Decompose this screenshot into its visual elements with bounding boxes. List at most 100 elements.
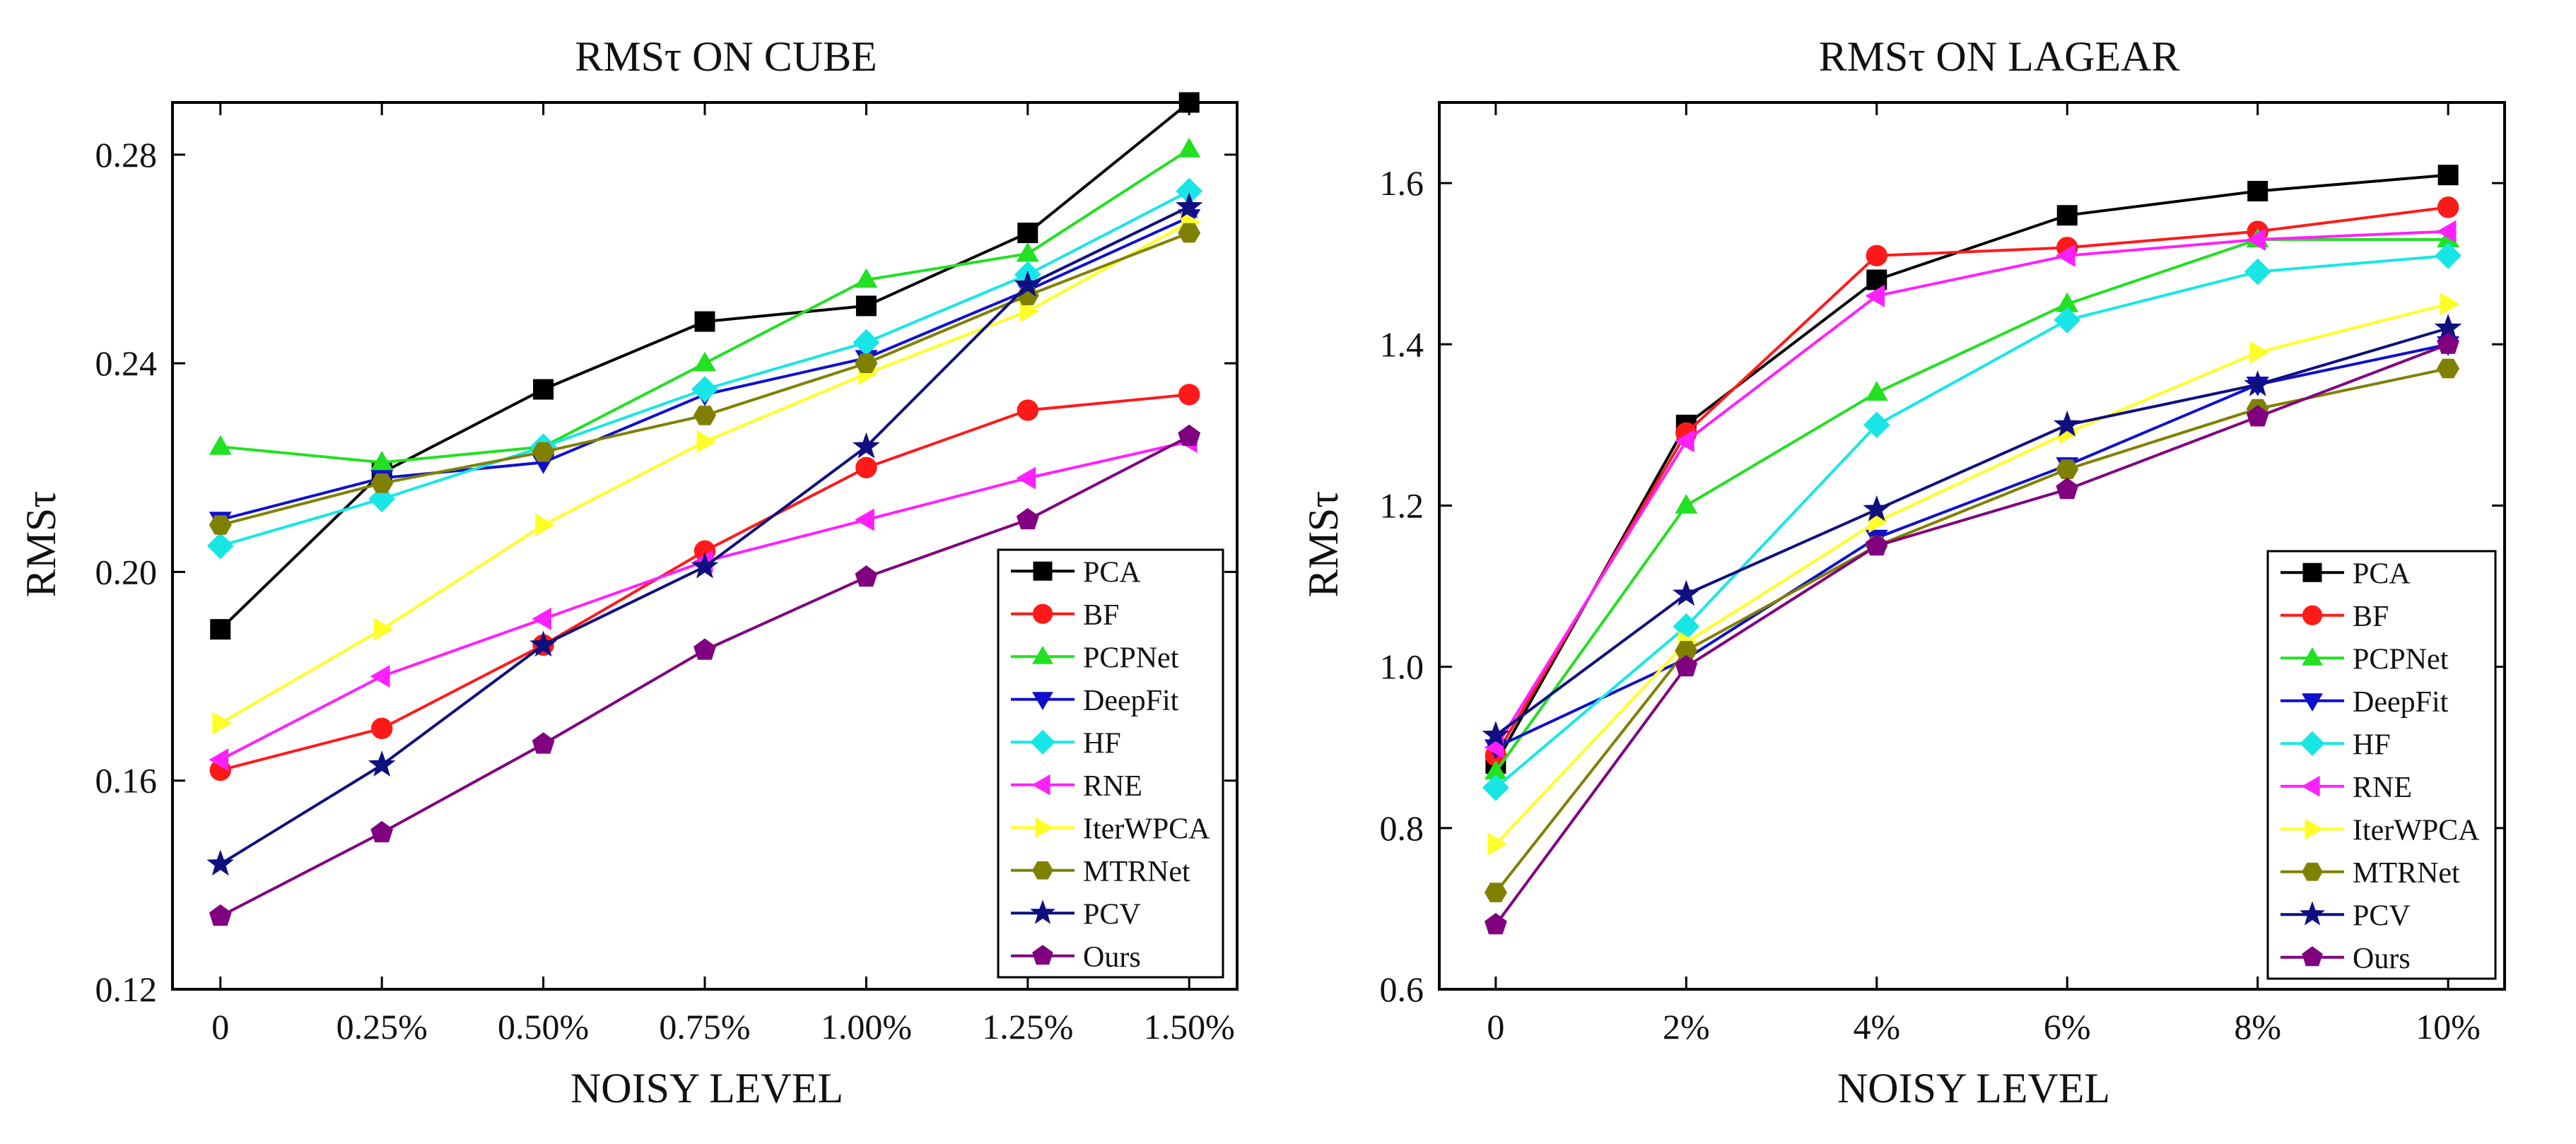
data-point-pcv: [1482, 721, 1510, 748]
series-iterwpca: [212, 211, 1201, 735]
data-point-mtrnet: [2056, 459, 2079, 479]
y-tick-label: 1.4: [1380, 324, 1424, 364]
data-point-bf: [1866, 244, 1887, 266]
legend-label: HF: [1083, 727, 1121, 760]
legend-label: BF: [2353, 601, 2389, 633]
data-point-rne: [1865, 284, 1885, 307]
x-tick-label: 1.50%: [1144, 1007, 1235, 1046]
legend: PCA BF PCPNet DeepFit HF RNE IterWPCA MTRNet PCV…: [997, 548, 1224, 979]
data-point-pca: [855, 295, 877, 317]
data-point-pcpnet: [209, 435, 232, 455]
data-point-ours: [532, 732, 555, 754]
legend-marker-bf: [1032, 603, 1053, 624]
legend-label: DeepFit: [2353, 686, 2449, 719]
legend-label: MTRNet: [1083, 856, 1190, 888]
series-line-mtrnet: [1494, 367, 2449, 894]
data-point-pca: [2056, 205, 2078, 226]
y-tick-label: 0.16: [95, 761, 158, 801]
data-point-pcv: [529, 630, 558, 657]
legend-label: PCV: [2353, 900, 2411, 932]
plot-frame: [171, 101, 1239, 991]
data-point-hf: [1482, 774, 1509, 801]
legend-label: PCA: [1083, 556, 1141, 589]
data-point-bf: [855, 456, 877, 478]
data-point-ours: [1016, 507, 1039, 530]
data-point-pcv: [1672, 579, 1700, 606]
y-tick-label: 1.0: [1380, 647, 1424, 687]
legend-label: PCV: [1083, 898, 1141, 931]
series-line-ours: [1494, 343, 2449, 926]
legend-label: Ours: [1083, 941, 1141, 974]
data-point-pcv: [1014, 271, 1042, 297]
data-point-ours: [1178, 424, 1201, 446]
data-point-iterwpca: [1487, 832, 1508, 856]
data-point-pcv: [2244, 370, 2272, 396]
legend-marker-iterwpca: [2305, 818, 2324, 840]
series-line-pcv: [1494, 326, 2449, 737]
legend-marker-pcpnet: [1032, 646, 1053, 664]
legend-label: HF: [2353, 729, 2391, 761]
y-tick-label: 0.12: [95, 969, 158, 1009]
data-point-ours: [855, 565, 878, 587]
x-tick-label: 8%: [2234, 1007, 2281, 1046]
data-point-rne: [854, 508, 874, 531]
x-axis-label: NOISY LEVEL: [1837, 1065, 2110, 1111]
series-line-deepfit: [1495, 343, 2449, 749]
data-point-pcpnet: [1675, 494, 1698, 514]
legend-label: DeepFit: [1083, 685, 1179, 717]
x-tick-label: 0.25%: [336, 1007, 428, 1046]
series-line-pca: [1494, 173, 2449, 765]
data-point-pca: [2247, 181, 2268, 201]
data-point-mtrnet: [2437, 358, 2460, 379]
plot-frame: [1438, 101, 2506, 991]
x-tick-label: 6%: [2044, 1007, 2091, 1046]
legend-label: BF: [1083, 599, 1119, 632]
data-point-iterwpca: [535, 513, 556, 536]
legend-label: IterWPCA: [1083, 813, 1210, 845]
data-point-iterwpca: [1019, 300, 1040, 323]
data-point-iterwpca: [696, 430, 717, 453]
x-tick-label: 10%: [2416, 1007, 2481, 1046]
chart-cube: RMSτ ON CUBE RMSτ NOISY LEVEL 0.12 0.16 0.20 0…: [18, 33, 1239, 1111]
data-point-pcpnet: [855, 268, 878, 288]
data-point-pcv: [206, 849, 235, 876]
series-ours: [209, 424, 1201, 926]
data-point-pca: [1017, 223, 1038, 244]
series-pcv: [206, 192, 1203, 876]
chart-lagear: RMSτ ON LAGEAR RMSτ NOISY LEVEL 0.6 0.8 1.0 1.…: [1300, 33, 2506, 1111]
data-point-mtrnet: [209, 515, 232, 535]
data-point-pcv: [1863, 495, 1891, 521]
data-point-rne: [1674, 430, 1694, 453]
series-line-hf: [1494, 254, 2449, 789]
data-point-rne: [2246, 228, 2266, 251]
data-point-iterwpca: [2249, 341, 2270, 364]
data-point-mtrnet: [855, 353, 878, 373]
legend-marker-pcpnet: [2302, 647, 2323, 666]
legend-marker-ours: [2302, 946, 2323, 967]
data-point-hf: [368, 485, 396, 513]
x-tick-label: 1.25%: [982, 1007, 1073, 1046]
y-tick-label: 0.20: [95, 552, 158, 591]
data-point-hf: [1863, 411, 1890, 439]
data-point-hf: [2054, 307, 2081, 334]
legend-marker-bf: [2302, 605, 2323, 625]
data-point-ours: [693, 638, 716, 660]
data-point-pcv: [2053, 411, 2081, 437]
legend-box: [997, 548, 1224, 979]
data-point-bf: [370, 717, 393, 740]
data-point-pcv: [1175, 192, 1203, 219]
data-point-pca: [210, 619, 231, 640]
data-point-ours: [2437, 332, 2459, 354]
y-tick-label: 0.8: [1380, 808, 1424, 848]
data-point-rne: [532, 607, 551, 630]
data-point-ours: [2056, 477, 2079, 500]
y-tick-label: 0.6: [1380, 969, 1424, 1009]
legend-marker-rne: [2301, 775, 2320, 797]
data-point-ours: [370, 820, 394, 843]
legend-marker-pcv: [1029, 900, 1056, 924]
legend-label: PCPNet: [1083, 642, 1179, 674]
x-axis-label: NOISY LEVEL: [570, 1065, 843, 1111]
data-point-rne: [370, 665, 390, 688]
data-point-hf: [2244, 258, 2271, 285]
